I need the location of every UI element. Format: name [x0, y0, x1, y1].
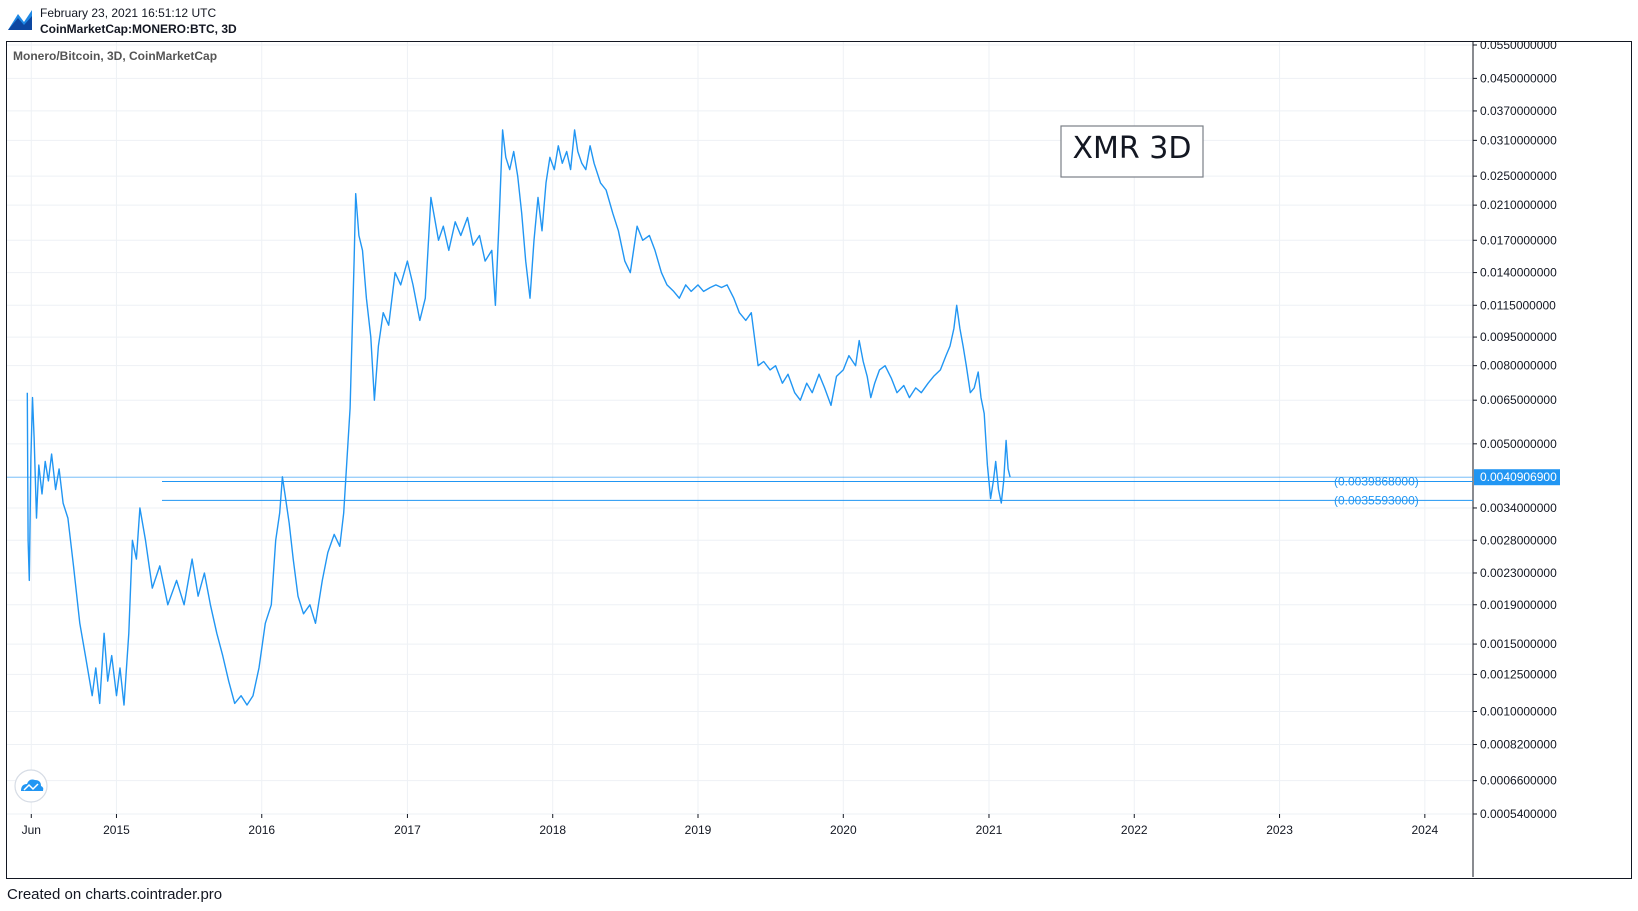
x-tick-label: Jun	[22, 823, 41, 837]
y-tick-label: 0.0115000000	[1480, 298, 1556, 312]
grid-lines	[7, 42, 1473, 815]
x-tick-label: 2018	[539, 823, 566, 837]
x-tick-label: 2019	[685, 823, 712, 837]
y-tick-label: 0.0080000000	[1480, 359, 1557, 373]
x-tick-label: 2021	[976, 823, 1003, 837]
y-tick-label: 0.0370000000	[1480, 104, 1557, 118]
y-tick-label: 0.0050000000	[1480, 437, 1557, 451]
x-tick-label: 2024	[1411, 823, 1438, 837]
time-axis[interactable]: Jun 2015 2016 2017 2018 2019 2020 2021 2022 2023 2…	[22, 814, 1439, 837]
y-tick-label: 0.0015000000	[1480, 637, 1557, 651]
y-tick-label: 0.0140000000	[1480, 266, 1557, 280]
y-tick-label: 0.0170000000	[1480, 233, 1557, 247]
timestamp: February 23, 2021 16:51:12 UTC	[40, 6, 217, 20]
y-tick-label: 0.0550000000	[1480, 42, 1557, 52]
price-chart[interactable]: (0.0039868000) (0.0035593000) 0.055000000…	[7, 42, 1630, 877]
symbol-info: CoinMarketCap:MONERO:BTC, 3D	[40, 22, 237, 36]
support-level-label: (0.0035593000)	[1334, 493, 1419, 507]
cointrader-logo-icon	[8, 10, 32, 30]
y-tick-label: 0.0008200000	[1480, 738, 1557, 752]
support-level-label: (0.0039868000)	[1334, 474, 1419, 488]
last-price-marker	[1474, 469, 1560, 486]
y-tick-label: 0.0023000000	[1480, 566, 1557, 580]
chart-legend: Monero/Bitcoin, 3D, CoinMarketCap	[13, 49, 217, 63]
chart-title: XMR 3D	[1072, 131, 1191, 166]
y-tick-label: 0.0250000000	[1480, 169, 1557, 183]
x-tick-label: 2020	[830, 823, 857, 837]
y-tick-label: 0.0310000000	[1480, 133, 1557, 147]
y-tick-label: 0.0019000000	[1480, 598, 1557, 612]
chart-frame: (0.0039868000) (0.0035593000) 0.055000000…	[6, 41, 1632, 879]
x-tick-label: 2015	[103, 823, 130, 837]
y-tick-label: 0.0005400000	[1480, 807, 1557, 821]
y-tick-label: 0.0065000000	[1480, 393, 1557, 407]
x-tick-label: 2016	[248, 823, 275, 837]
y-tick-label: 0.0010000000	[1480, 705, 1557, 719]
y-tick-label: 0.0034000000	[1480, 501, 1557, 515]
y-tick-label: 0.0028000000	[1480, 533, 1557, 547]
last-price-label: 0.0040906900	[1480, 470, 1557, 484]
horizontal-levels: (0.0039868000) (0.0035593000)	[7, 474, 1473, 507]
footer-credit: Created on charts.cointrader.pro	[7, 886, 223, 903]
y-tick-label: 0.0210000000	[1480, 198, 1557, 212]
y-tick-label: 0.0450000000	[1480, 71, 1557, 85]
tradingview-cloud-icon[interactable]	[14, 769, 48, 803]
price-axis[interactable]: 0.0550000000 0.0450000000 0.0370000000 0.03…	[1473, 42, 1560, 821]
x-tick-label: 2022	[1121, 823, 1148, 837]
chart-title-box: XMR 3D	[1060, 125, 1204, 178]
y-tick-label: 0.0006600000	[1480, 774, 1557, 788]
y-tick-label: 0.0095000000	[1480, 330, 1557, 344]
x-tick-label: 2023	[1266, 823, 1293, 837]
x-tick-label: 2017	[394, 823, 421, 837]
y-tick-label: 0.0012500000	[1480, 667, 1557, 681]
series-line-xmr-btc	[26, 129, 1011, 706]
